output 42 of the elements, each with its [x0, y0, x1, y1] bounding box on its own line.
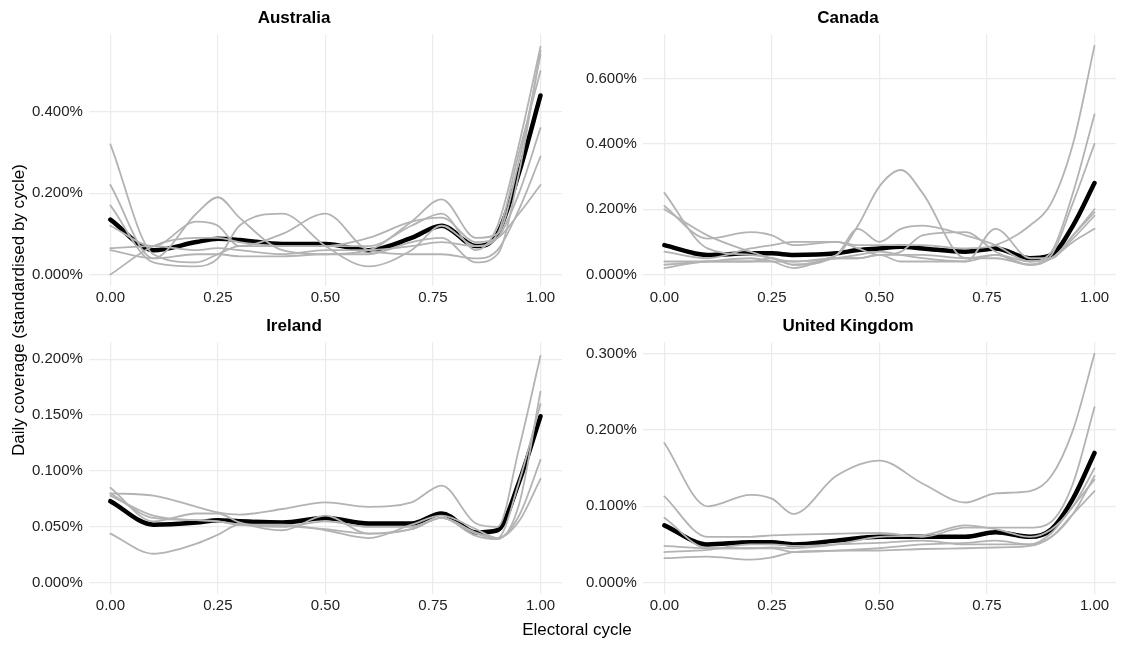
x-tick-label: 0.50 — [310, 288, 341, 306]
y-tick-label: 0.300% — [586, 343, 637, 361]
y-tick-label: 0.000% — [32, 572, 83, 590]
y-tick-label: 0.200% — [32, 349, 83, 367]
x-axis-title: Electoral cycle — [521, 620, 633, 640]
x-tick-label: 1.00 — [1079, 288, 1110, 306]
y-tick-label: 0.050% — [32, 517, 83, 535]
y-tick-label: 0.200% — [586, 199, 637, 217]
x-tick-label: 0.75 — [972, 596, 1002, 614]
y-tick-label: 0.200% — [586, 420, 637, 438]
x-tick-label: 0.25 — [757, 596, 787, 614]
chart-title: Ireland — [266, 315, 322, 335]
x-tick-label: 0.00 — [95, 288, 125, 306]
x-tick-label: 1.00 — [1079, 596, 1110, 614]
x-tick-label: 0.25 — [203, 288, 233, 306]
x-tick-label: 1.00 — [525, 596, 556, 614]
x-tick-label: 0.25 — [757, 288, 787, 306]
y-tick-label: 0.400% — [32, 101, 83, 119]
x-tick-label: 0.75 — [418, 288, 448, 306]
chart-title: United Kingdom — [782, 315, 914, 335]
x-tick-label: 0.00 — [95, 596, 125, 614]
y-tick-label: 0.150% — [32, 405, 83, 423]
y-tick-label: 0.200% — [32, 183, 83, 201]
y-tick-label: 0.000% — [586, 264, 637, 282]
y-tick-label: 0.000% — [32, 264, 83, 282]
y-axis-title: Daily coverage (standardised by cycle) — [9, 164, 29, 456]
x-tick-label: 0.75 — [972, 288, 1002, 306]
y-tick-label: 0.100% — [32, 461, 83, 479]
chart-title: Australia — [257, 7, 331, 27]
x-tick-label: 0.50 — [310, 596, 341, 614]
y-tick-label: 0.600% — [586, 68, 637, 86]
chart-title: Canada — [817, 7, 880, 27]
x-tick-label: 0.50 — [864, 596, 895, 614]
y-tick-label: 0.000% — [586, 572, 637, 590]
y-tick-label: 0.100% — [586, 496, 637, 514]
x-tick-label: 0.50 — [864, 288, 895, 306]
x-tick-label: 0.75 — [418, 596, 448, 614]
x-tick-label: 1.00 — [525, 288, 556, 306]
y-tick-label: 0.400% — [586, 134, 637, 151]
x-tick-label: 0.25 — [203, 596, 233, 614]
x-tick-label: 0.00 — [649, 288, 679, 306]
x-tick-label: 0.00 — [649, 596, 679, 614]
